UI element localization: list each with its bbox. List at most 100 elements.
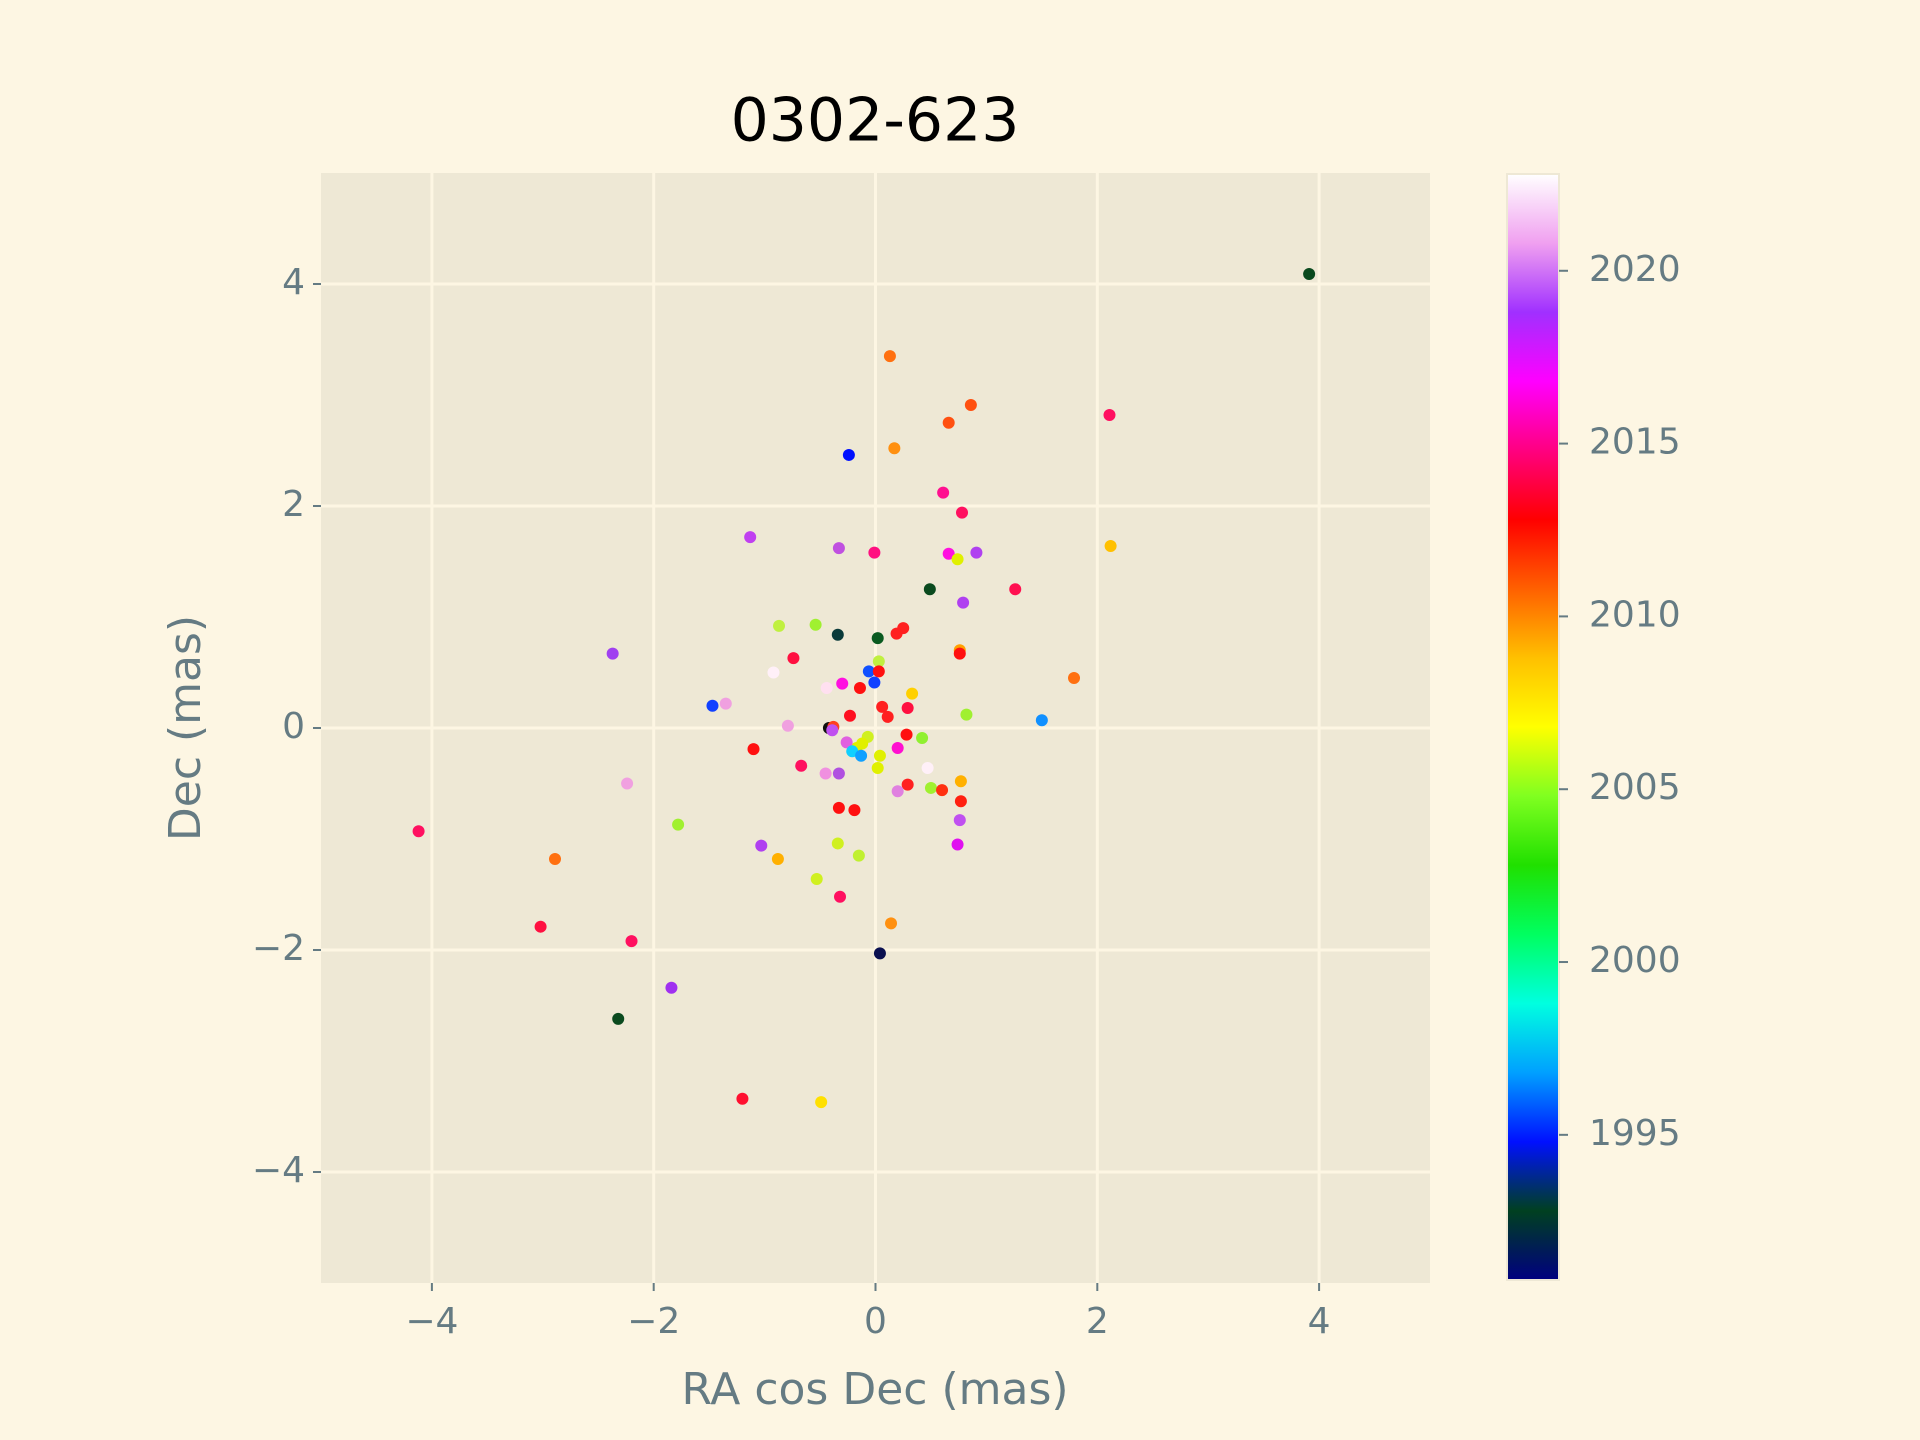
point — [937, 486, 950, 499]
point — [891, 785, 904, 798]
point — [744, 531, 757, 544]
y-tick-label: 4 — [282, 262, 305, 303]
point — [795, 759, 808, 772]
point — [868, 546, 881, 559]
point — [1104, 539, 1117, 552]
point — [840, 736, 853, 749]
point — [612, 1012, 625, 1025]
point — [773, 619, 786, 632]
point — [888, 442, 901, 455]
point — [871, 761, 884, 774]
point — [534, 920, 547, 933]
colorbar-tick-label: 2000 — [1589, 940, 1681, 981]
y-axis-label: Dec (mas) — [160, 615, 211, 841]
x-axis-label: RA cos Dec (mas) — [681, 1364, 1068, 1415]
point — [832, 542, 845, 555]
x-tick-label: 0 — [864, 1301, 887, 1342]
point — [781, 719, 794, 732]
colorbar-tick-label: 2010 — [1589, 594, 1681, 635]
point — [890, 627, 903, 640]
point — [876, 700, 889, 713]
point — [942, 547, 955, 560]
point — [755, 839, 768, 852]
point — [815, 1096, 828, 1109]
point — [960, 708, 973, 721]
point — [846, 745, 859, 758]
point — [924, 781, 937, 794]
point — [834, 890, 847, 903]
point — [923, 583, 936, 596]
point — [842, 448, 855, 461]
point — [873, 947, 886, 960]
point — [970, 546, 983, 559]
point — [916, 731, 929, 744]
point — [853, 682, 866, 695]
point — [951, 553, 964, 566]
point — [1068, 672, 1081, 685]
point — [719, 697, 732, 710]
x-tick-label: 2 — [1086, 1301, 1109, 1342]
point — [881, 710, 894, 723]
point — [900, 728, 913, 741]
point — [767, 666, 780, 679]
point — [771, 852, 784, 865]
point — [901, 778, 914, 791]
point — [954, 795, 967, 808]
point — [942, 416, 955, 429]
point — [621, 777, 634, 790]
point — [747, 743, 760, 756]
point — [855, 749, 868, 762]
point — [832, 801, 845, 814]
point — [891, 741, 904, 754]
point — [1009, 583, 1022, 596]
point — [852, 849, 865, 862]
point — [921, 761, 934, 774]
point — [953, 647, 966, 660]
colorbar-tick-label: 2020 — [1589, 249, 1681, 290]
point — [548, 852, 561, 865]
point — [826, 724, 839, 737]
point — [951, 838, 964, 851]
point — [836, 677, 849, 690]
point — [843, 709, 856, 722]
point — [953, 814, 966, 827]
colorbar — [1506, 173, 1560, 1281]
point — [936, 784, 949, 797]
y-tick-label: −4 — [252, 1150, 305, 1191]
point — [820, 682, 833, 695]
point — [412, 825, 425, 838]
point — [957, 596, 970, 609]
point — [672, 818, 685, 831]
point — [901, 702, 914, 715]
y-tick-label: 0 — [282, 706, 305, 747]
point — [831, 628, 844, 641]
x-tick-label: −2 — [627, 1301, 680, 1342]
point — [954, 775, 967, 788]
point — [883, 350, 896, 363]
point — [706, 699, 719, 712]
point — [848, 804, 861, 817]
colorbar-tick-label: 2015 — [1589, 422, 1681, 463]
point — [885, 917, 898, 930]
point — [736, 1092, 749, 1105]
point — [906, 687, 919, 700]
point — [1103, 408, 1116, 421]
point — [819, 767, 832, 780]
y-tick-label: −2 — [252, 928, 305, 969]
point — [665, 981, 678, 994]
point — [1303, 268, 1316, 281]
point — [787, 652, 800, 665]
colorbar-tick-label: 1995 — [1589, 1113, 1681, 1154]
point — [606, 647, 619, 660]
point — [872, 665, 885, 678]
point — [872, 655, 885, 668]
point — [832, 767, 845, 780]
colorbar-tick-label: 2005 — [1589, 767, 1681, 808]
point — [871, 632, 884, 645]
point — [810, 872, 823, 885]
point — [809, 618, 822, 631]
point — [956, 506, 969, 519]
point — [625, 935, 638, 948]
point — [831, 837, 844, 850]
